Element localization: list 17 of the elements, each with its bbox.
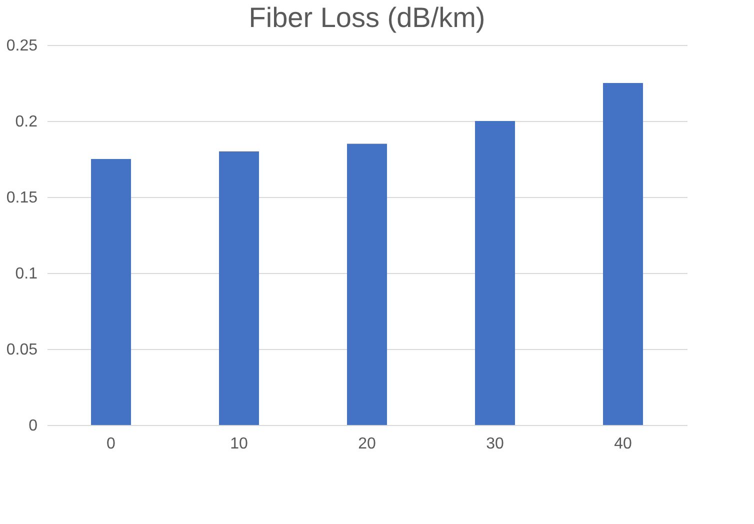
bar [603,83,643,425]
x-tick-label: 40 [614,436,632,452]
y-tick-label: 0.05 [6,342,38,358]
y-tick-label: 0.1 [15,266,38,282]
bar [219,151,259,425]
chart-title: Fiber Loss (dB/km) [248,2,486,33]
bar [475,121,515,425]
bar [347,144,387,425]
y-tick-label: 0.2 [15,114,38,130]
y-tick-label: 0 [28,418,38,434]
x-tick-label: 20 [358,436,376,452]
x-tick-label: 30 [486,436,504,452]
bar [91,159,131,425]
y-tick-label: 0.15 [6,190,38,206]
y-tick-label: 0.25 [6,38,38,54]
x-tick-label: 10 [230,436,248,452]
x-tick-label: 0 [106,436,116,452]
